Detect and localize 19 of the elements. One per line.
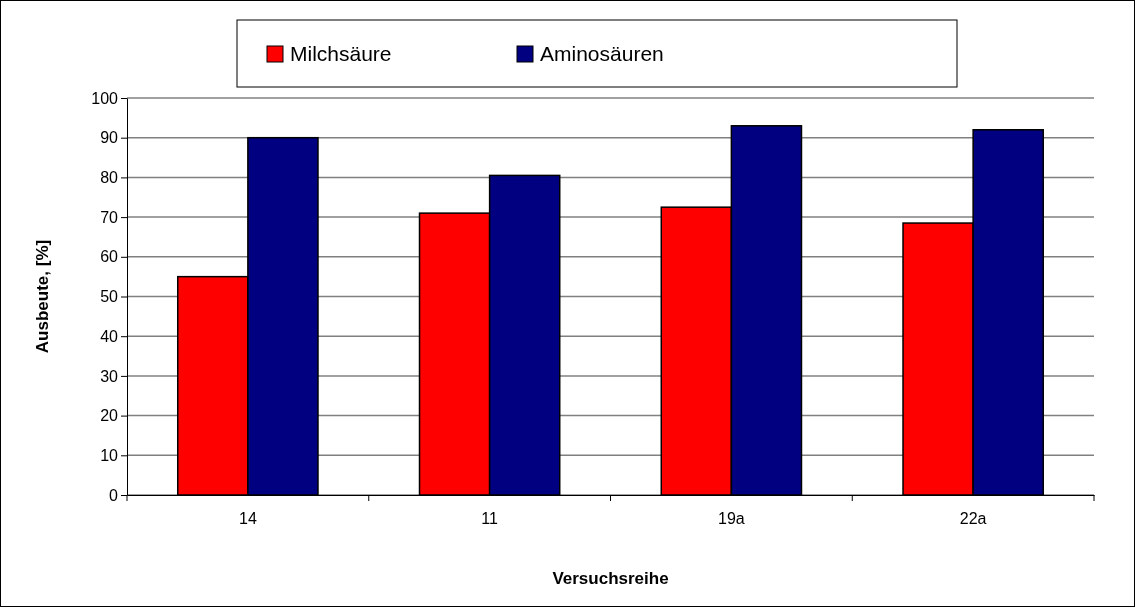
y-tick-label: 90 xyxy=(100,129,119,147)
x-tick-label: 11 xyxy=(481,510,499,528)
y-tick-label: 30 xyxy=(100,367,119,385)
y-tick-label: 60 xyxy=(100,248,119,266)
legend-label: Milchsäure xyxy=(290,42,392,65)
x-tick-label: 14 xyxy=(238,510,257,528)
y-tick-label: 0 xyxy=(109,486,119,504)
y-tick-label: 70 xyxy=(100,208,119,226)
x-tick-label: 19a xyxy=(718,510,745,528)
legend-label: Aminosäuren xyxy=(540,42,664,65)
y-tick-label: 40 xyxy=(100,327,119,345)
y-axis-title: Ausbeute, [%] xyxy=(33,239,52,354)
y-tick-label: 50 xyxy=(100,288,119,306)
y-tick-label: 100 xyxy=(91,89,119,107)
y-tick-label: 80 xyxy=(100,169,119,187)
y-tick-label: 20 xyxy=(100,407,119,425)
y-tick-label: 10 xyxy=(100,446,119,464)
x-tick-label: 22a xyxy=(959,510,987,528)
x-axis-title: Versuchsreihe xyxy=(552,569,669,588)
